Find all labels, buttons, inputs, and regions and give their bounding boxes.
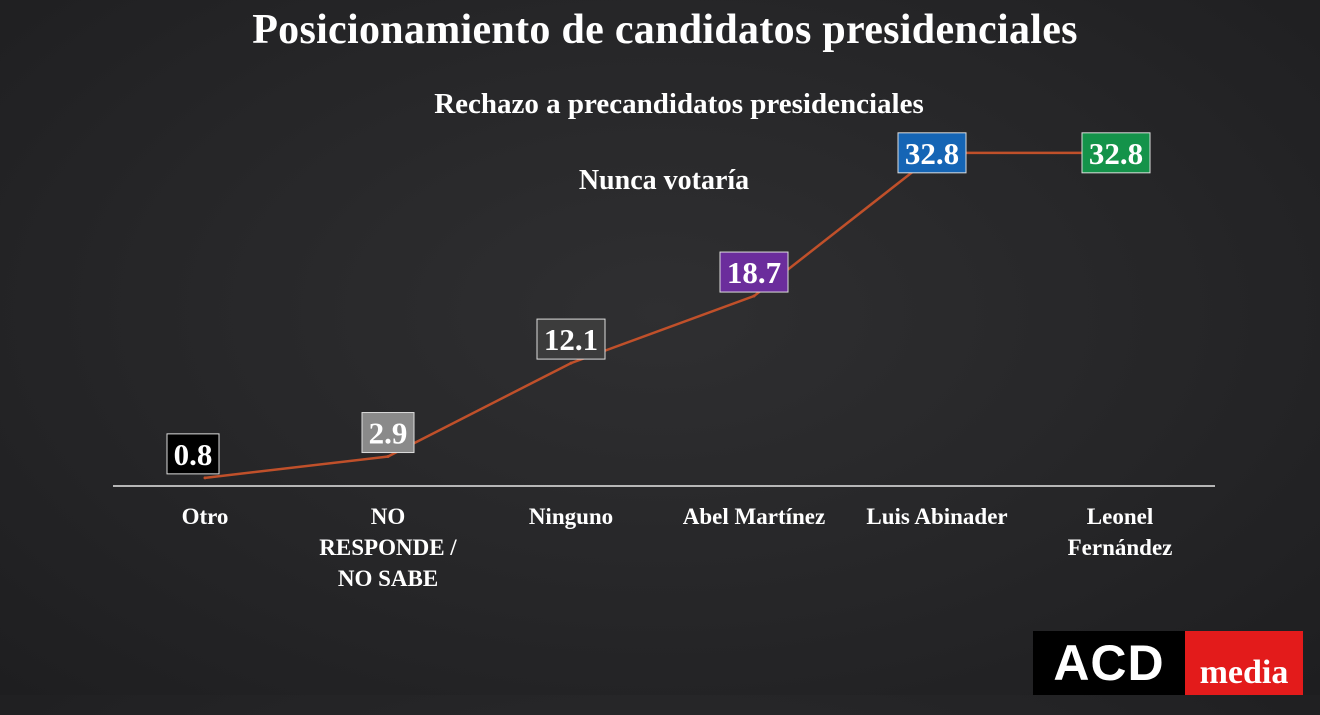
- chart-subtitle-secondary: Nunca votaría: [578, 165, 750, 196]
- x-tick-label-line: Ninguno: [529, 504, 613, 529]
- data-label: 0.8: [166, 433, 220, 475]
- acd-media-logo: ACD media: [1033, 631, 1303, 695]
- data-label-box: [1081, 132, 1151, 174]
- logo-media-text: media: [1185, 631, 1303, 695]
- data-label-text: 12.1: [544, 322, 598, 357]
- data-label: 18.7: [719, 251, 789, 293]
- x-tick-label-line: Fernández: [1068, 535, 1173, 560]
- x-tick-label: Abel Martínez: [683, 504, 825, 529]
- data-label-box: [166, 433, 220, 475]
- data-label: 32.8: [897, 132, 967, 174]
- series-layer: [203, 151, 1122, 480]
- x-tick-label-line: Leonel: [1087, 504, 1153, 529]
- x-tick-label-line: NO: [371, 504, 406, 529]
- x-tick-label: NO RESPONDE / NO SABE: [319, 504, 457, 591]
- data-label-text: 32.8: [905, 136, 959, 171]
- data-label-box: [719, 251, 789, 293]
- x-tick-label-line: RESPONDE /: [319, 535, 457, 560]
- x-tick-label-line: Otro: [182, 504, 229, 529]
- data-label-box: [361, 412, 415, 454]
- data-label-text: 2.9: [369, 416, 408, 451]
- x-tick-label: Leonel Fernández: [1068, 504, 1173, 560]
- series-line: [204, 151, 1120, 480]
- data-label: 32.8: [1081, 132, 1151, 174]
- page-title: Posicionamiento de candidatos presidenci…: [252, 7, 1078, 53]
- data-label: 12.1: [536, 318, 606, 360]
- x-tick-label: Luis Abinader: [866, 504, 1007, 529]
- x-tick-label-line: Abel Martínez: [683, 504, 825, 529]
- data-label-box: [536, 318, 606, 360]
- x-tick-label: Ninguno: [529, 504, 613, 529]
- data-point: [386, 455, 390, 459]
- line-chart: 0.82.912.118.732.8 32.8 Otro NO RESPONDE / N…: [113, 132, 1215, 591]
- data-label-text: 0.8: [174, 437, 213, 472]
- data-point: [569, 361, 573, 365]
- data-label-text: 32.8: [1089, 136, 1143, 171]
- data-label-layer: 0.8 2.9 12.1 18.7 32.8 32.8: [166, 132, 1151, 475]
- x-tick-label-line: NO SABE: [338, 566, 438, 591]
- x-tick-label-line: Luis Abinader: [866, 504, 1007, 529]
- chart-subtitle: Rechazo a precandidatos presidenciales: [434, 88, 924, 120]
- data-point: [752, 294, 756, 298]
- logo-acd-text: ACD: [1033, 631, 1185, 695]
- data-label-text: 18.7: [727, 255, 781, 290]
- data-label-box: [897, 132, 967, 174]
- x-tick-labels: Otro NO RESPONDE / NO SABE Ninguno Abel Martí…: [182, 504, 1173, 591]
- x-tick-label: Otro: [182, 504, 229, 529]
- data-label: 2.9: [361, 412, 415, 454]
- data-point: [203, 476, 207, 480]
